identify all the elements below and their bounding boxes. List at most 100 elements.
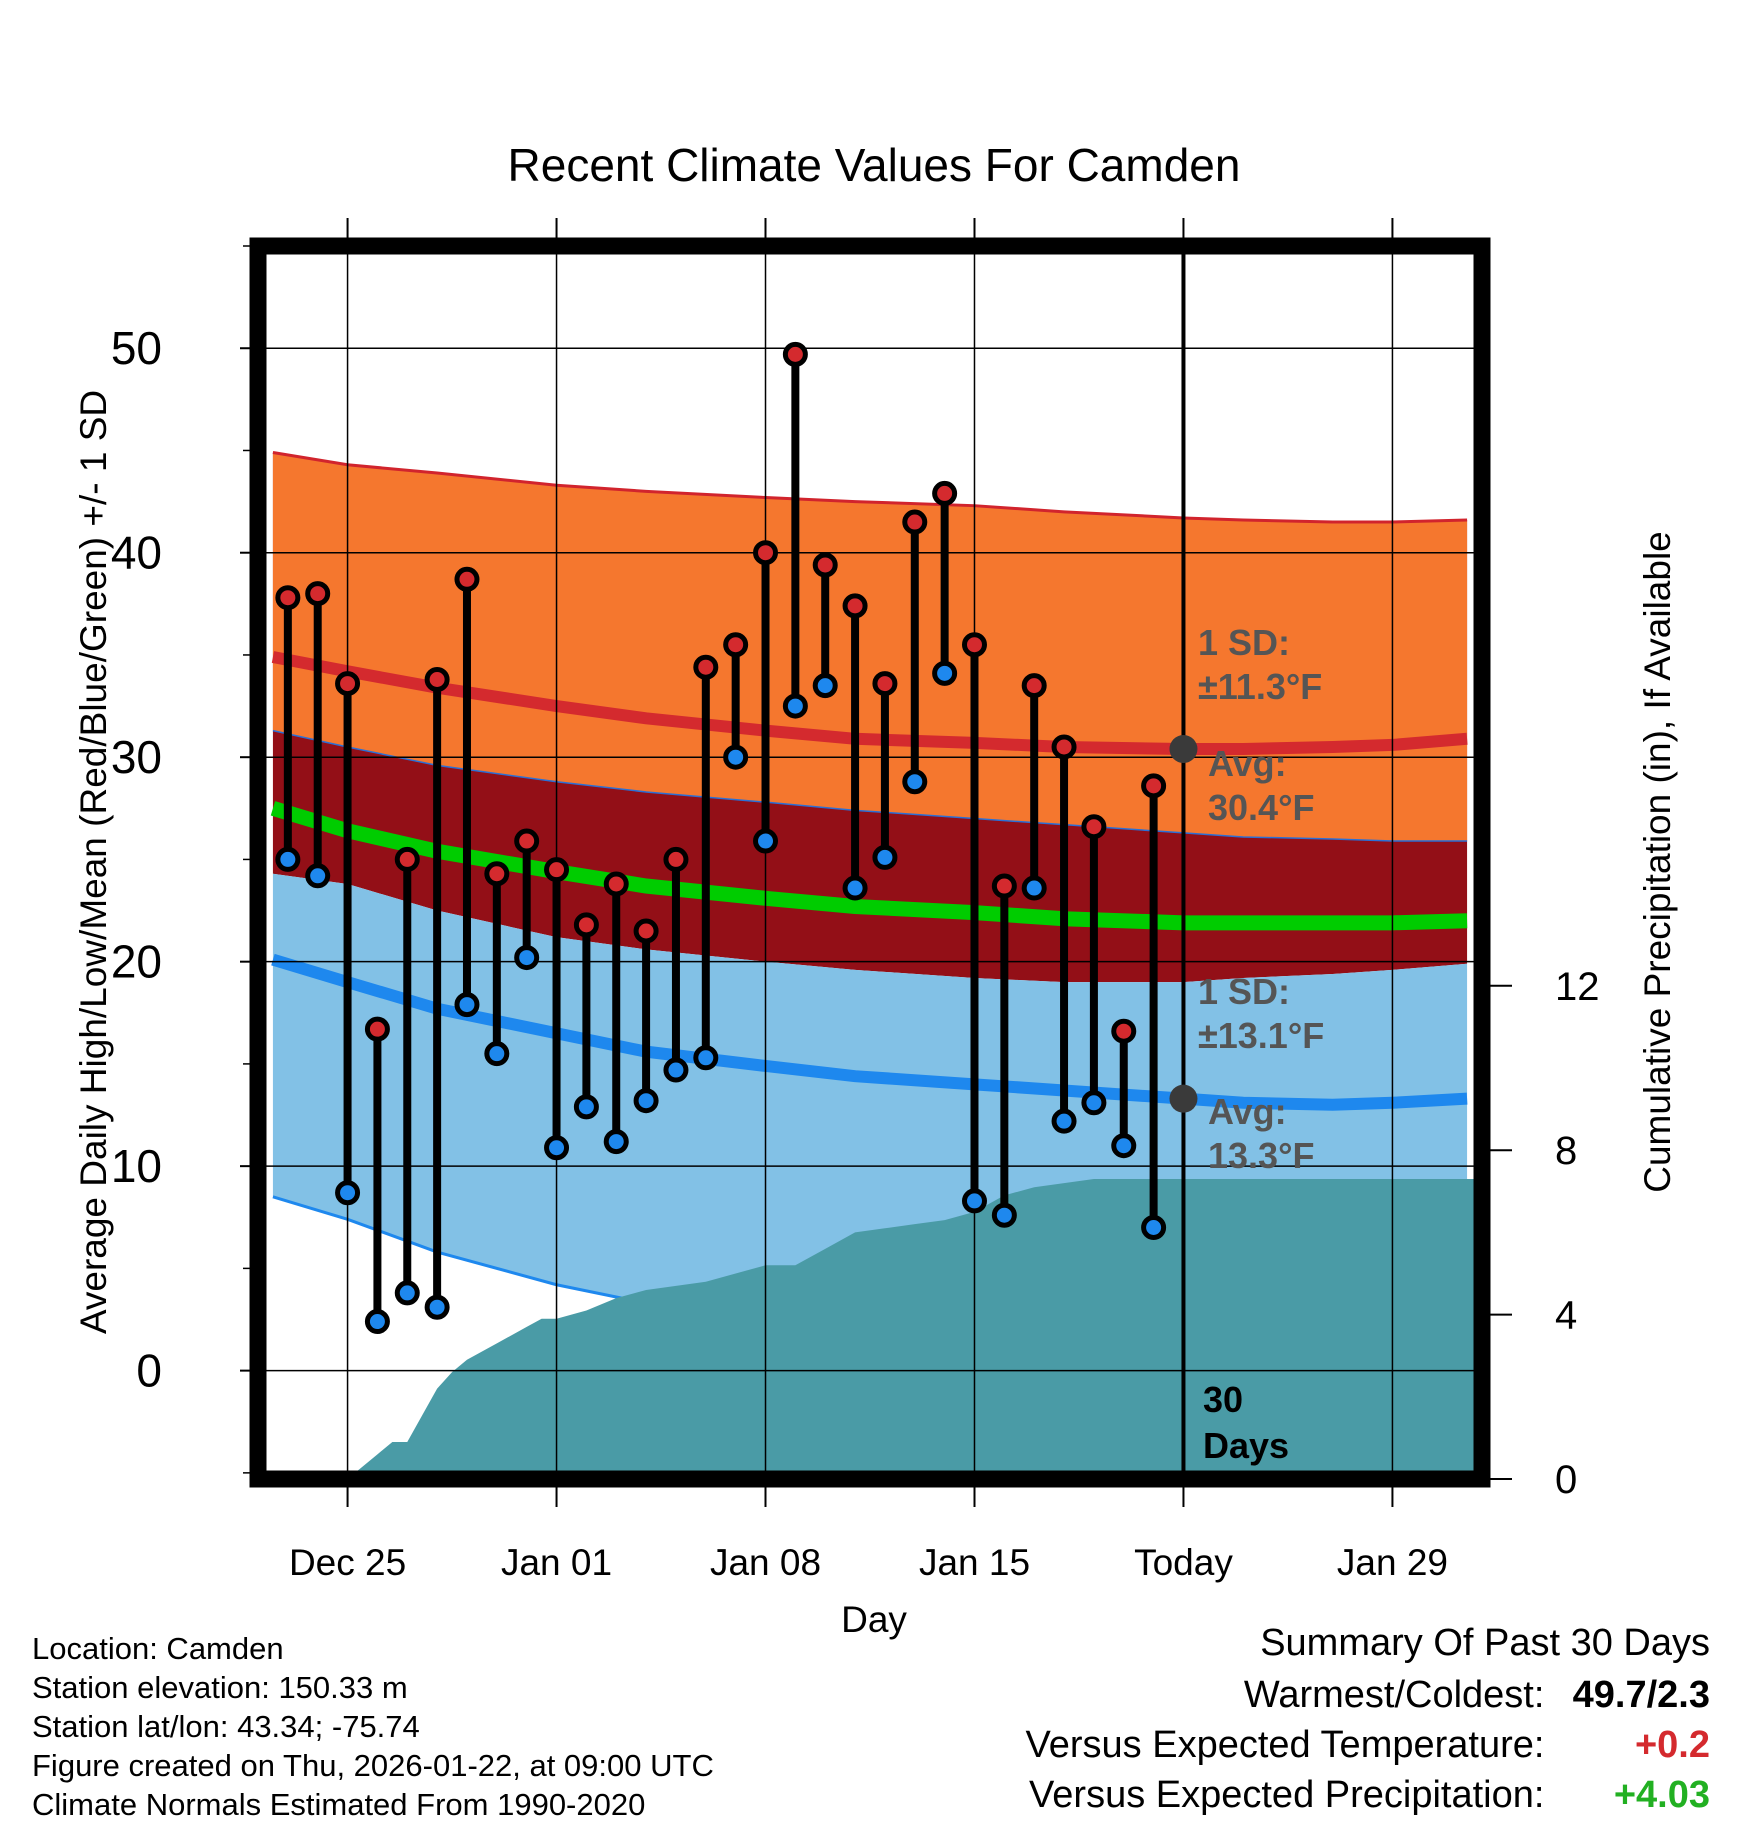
daily-low-point	[394, 1280, 420, 1306]
daily-high-point	[961, 632, 987, 658]
daily-high-point	[663, 846, 689, 872]
daily-low-point	[1021, 875, 1047, 901]
high-avg-annotation: Avg: 30.4°F	[1208, 743, 1314, 828]
precip-area	[258, 1178, 1482, 1479]
y-tick-label: 20	[111, 936, 162, 988]
y2-tick-label: 4	[1555, 1294, 1577, 1338]
daily-low-point	[723, 744, 749, 770]
daily-low-point	[454, 992, 480, 1018]
summary-title: Summary Of Past 30 Days	[1260, 1622, 1710, 1664]
daily-low-point	[305, 863, 331, 889]
daily-high-point	[693, 654, 719, 680]
daily-low-point	[335, 1180, 361, 1206]
elevation-label: Station elevation: 150.33 m	[32, 1670, 408, 1705]
normal-mean-line	[270, 801, 1468, 931]
summary-precip: Versus Expected Precipitation: +4.03	[1029, 1774, 1710, 1817]
daily-low-point	[424, 1294, 450, 1320]
y2-tick-label: 8	[1555, 1129, 1577, 1173]
daily-low-point	[782, 693, 808, 719]
daily-low-point	[753, 828, 779, 854]
daily-low-point	[663, 1057, 689, 1083]
daily-low-point	[902, 769, 928, 795]
daily-high-point	[603, 871, 629, 897]
daily-low-point	[1081, 1090, 1107, 1116]
daily-high-point	[932, 480, 958, 506]
y2-tick-label: 0	[1555, 1458, 1577, 1502]
y-tick-label: 30	[111, 731, 162, 783]
daily-high-point	[514, 828, 540, 854]
x-tick-label: Today	[1134, 1542, 1233, 1583]
temp-value: +0.2	[1634, 1724, 1710, 1766]
y-tick-label: 10	[111, 1140, 162, 1192]
daily-low-point	[514, 945, 540, 971]
high-sd-annotation: 1 SD: ±11.3°F	[1198, 622, 1322, 707]
x-tick-label: Jan 15	[919, 1542, 1030, 1583]
daily-low-point	[872, 844, 898, 870]
daily-low-point	[484, 1041, 510, 1067]
daily-high-point	[544, 857, 570, 883]
daily-high-point	[305, 581, 331, 607]
summary-warm-cold: Warmest/Coldest: 49.7/2.3	[1244, 1674, 1710, 1717]
created-label: Figure created on Thu, 2026-01-22, at 09…	[32, 1748, 714, 1783]
today-high-avg-dot	[1169, 735, 1198, 764]
daily-low-point	[842, 875, 868, 901]
x-tick-label: Jan 08	[710, 1542, 821, 1583]
today-low-avg-dot	[1169, 1084, 1198, 1113]
daily-high-point	[723, 632, 749, 658]
warm-cold-value: 49.7/2.3	[1572, 1674, 1710, 1716]
daily-high-point	[1111, 1018, 1137, 1044]
y-tick-label: 40	[111, 527, 162, 579]
temp-label: Versus Expected Temperature:	[1025, 1724, 1545, 1766]
chart-title: Recent Climate Values For Camden	[508, 139, 1241, 191]
daily-high-point	[872, 671, 898, 697]
daily-high-point	[364, 1016, 390, 1042]
latlon-label: Station lat/lon: 43.34; -75.74	[32, 1709, 420, 1744]
daily-high-point	[1081, 814, 1107, 840]
x-tick-label: Jan 29	[1337, 1542, 1448, 1583]
precip-value: +4.03	[1613, 1774, 1710, 1816]
x-axis-label: Day	[841, 1599, 907, 1640]
y2-tick-label: 12	[1555, 965, 1600, 1009]
daily-high-point	[753, 540, 779, 566]
daily-low-point	[1141, 1214, 1167, 1240]
x-tick-label: Dec 25	[289, 1542, 406, 1583]
low-avg-annotation: Avg: 13.3°F	[1208, 1091, 1314, 1176]
daily-high-point	[902, 509, 928, 535]
daily-low-point	[364, 1309, 390, 1335]
high-lower-edge	[272, 729, 1468, 842]
daily-high-point	[454, 566, 480, 592]
daily-low-point	[693, 1045, 719, 1071]
daily-low-point	[573, 1094, 599, 1120]
y-axis-label: Average Daily High/Low/Mean (Red/Blue/Gr…	[73, 390, 114, 1334]
precip-label: Versus Expected Precipitation:	[1029, 1774, 1545, 1816]
daily-high-point	[633, 918, 659, 944]
daily-high-point	[424, 666, 450, 692]
daily-low-point	[991, 1202, 1017, 1228]
daily-high-point	[394, 846, 420, 872]
daily-high-point	[842, 593, 868, 619]
daily-low-point	[932, 660, 958, 686]
daily-high-point	[335, 671, 361, 697]
y2-axis-label: Cumulative Precipitation (in), If Availa…	[1637, 531, 1678, 1193]
daily-high-point	[782, 341, 808, 367]
daily-high-point	[484, 861, 510, 887]
warm-cold-label: Warmest/Coldest:	[1243, 1674, 1545, 1716]
high-upper-edge	[272, 451, 1468, 524]
daily-low-point	[1051, 1108, 1077, 1134]
daily-low-point	[275, 846, 301, 872]
daily-high-point	[1051, 734, 1077, 760]
plot-frame	[249, 237, 1491, 1488]
x-tick-label: Jan 01	[501, 1542, 612, 1583]
location-label: Location: Camden	[32, 1631, 284, 1666]
daily-high-point	[812, 552, 838, 578]
daily-low-point	[961, 1188, 987, 1214]
daily-high-point	[1141, 773, 1167, 799]
low-sd-annotation: 1 SD: ±13.1°F	[1198, 971, 1324, 1056]
daily-low-point	[603, 1129, 629, 1155]
normal-low-line	[271, 953, 1468, 1111]
summary-temp: Versus Expected Temperature: +0.2	[1026, 1724, 1710, 1767]
daily-high-point	[1021, 673, 1047, 699]
daily-high-point	[573, 912, 599, 938]
daily-high-point	[275, 585, 301, 611]
today-days-annotation: 30 Days	[1203, 1379, 1289, 1466]
